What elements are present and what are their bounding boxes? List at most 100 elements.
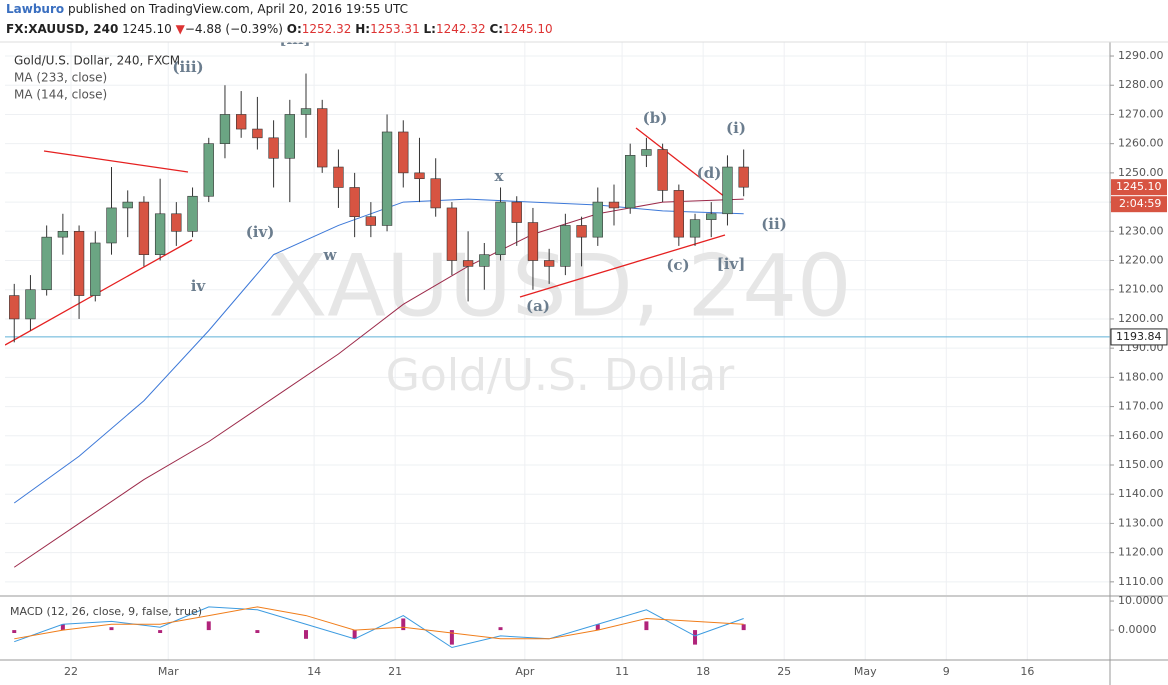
candle-body	[365, 216, 377, 226]
published-text: published on TradingView.com, April 20, …	[67, 2, 409, 16]
histogram-bar	[644, 621, 649, 631]
price-pane: XAUUSD, 240 Gold/U.S. Dollar (iii) [iii] (iv…	[5, 30, 1110, 595]
wave-label: (i)	[726, 119, 746, 137]
trendline	[43, 150, 189, 173]
candle-body	[738, 166, 749, 188]
candle-body	[706, 213, 717, 220]
candle-body	[317, 108, 328, 168]
histogram-bar	[352, 630, 357, 639]
wave-label: (a)	[526, 297, 550, 315]
candle-body	[106, 207, 117, 244]
candle-body	[138, 201, 150, 255]
candle-body	[414, 172, 425, 180]
x-tick-label: 16	[1020, 665, 1034, 678]
h-label: H:	[355, 22, 371, 36]
x-tick-label: Apr	[515, 665, 535, 678]
publisher[interactable]: Lawburo	[6, 2, 65, 16]
candle-body	[576, 225, 587, 238]
histogram-bar	[401, 618, 406, 631]
y-tick-label: 0.0000	[1118, 623, 1157, 636]
trendline	[519, 234, 726, 298]
histogram-bar	[158, 630, 163, 633]
candle-body	[90, 242, 101, 296]
candle-body	[641, 149, 652, 156]
candle-body	[9, 295, 20, 320]
x-tick-label: Mar	[158, 665, 179, 678]
symbol-line: FX:XAUUSD, 240 1245.10 ▼−4.88 (−0.39%) O…	[6, 22, 553, 36]
histogram-bar	[255, 630, 260, 633]
open: 1252.32	[301, 22, 352, 36]
candle-body	[57, 230, 69, 238]
low: 1242.32	[435, 22, 486, 36]
candle-body	[284, 114, 295, 159]
watermark: XAUUSD, 240	[268, 236, 851, 336]
histogram-bar	[449, 630, 454, 645]
legend-entry: MA (144, close)	[14, 88, 107, 102]
l-label: L:	[423, 22, 436, 36]
candle-body	[73, 230, 85, 296]
countdown-box	[1111, 196, 1167, 213]
y-tick-label: 1150.00	[1118, 458, 1164, 471]
y-tick-label: 1160.00	[1118, 429, 1164, 442]
y-tick-label: 1280.00	[1118, 78, 1164, 91]
wave-label: [iii]	[279, 30, 310, 48]
y-tick-label: 1260.00	[1118, 137, 1164, 150]
candle-body	[446, 207, 458, 261]
x-tick-label: 22	[64, 665, 78, 678]
candle-body	[527, 222, 539, 261]
publish-line: Lawburo published on TradingView.com, Ap…	[6, 2, 408, 16]
trendline	[635, 127, 726, 198]
candle-body	[252, 128, 263, 139]
wave-label: (iii)	[172, 58, 203, 76]
candle-body	[41, 236, 52, 291]
wave-label: (b)	[643, 109, 668, 127]
watermark-sub: Gold/U.S. Dollar	[386, 350, 735, 401]
y-tick-label: 1270.00	[1118, 107, 1164, 120]
x-tick-label: 21	[388, 665, 402, 678]
histogram-bar	[498, 627, 503, 631]
candle-body	[560, 225, 571, 267]
candle-body	[187, 195, 198, 232]
countdown: 2:04:59	[1119, 197, 1161, 210]
candle-body	[462, 260, 474, 267]
candle-body	[171, 213, 182, 232]
histogram-bar	[206, 621, 211, 631]
candle-body	[333, 166, 344, 188]
y-tick-label: 1200.00	[1118, 312, 1164, 325]
y-tick-label: 1120.00	[1118, 546, 1164, 559]
x-tick-label: May	[854, 665, 877, 678]
y-tick-label: 10.0000	[1118, 594, 1164, 607]
hline-label-box	[1110, 328, 1168, 346]
candle-body	[300, 108, 312, 115]
candle-body	[154, 213, 166, 255]
candle-body	[511, 201, 522, 223]
legend-entry: MA (233, close)	[14, 71, 107, 85]
candle-body	[625, 155, 636, 209]
candle-body	[592, 201, 603, 238]
macd-pane	[12, 597, 1028, 660]
candle-body	[430, 178, 441, 209]
hline-label: 1193.84	[1116, 330, 1162, 343]
y-tick-label: 1290.00	[1118, 49, 1164, 62]
candle-body	[219, 114, 231, 144]
candle-body	[381, 131, 393, 226]
last: 1245.10	[122, 22, 172, 36]
y-tick-label: 1220.00	[1118, 254, 1164, 267]
wave-label: (c)	[666, 256, 689, 274]
y-tick-label: 1110.00	[1118, 575, 1164, 588]
candle-body	[398, 131, 409, 174]
x-tick-label: 14	[307, 665, 321, 678]
histogram-bar	[109, 627, 114, 631]
candle-body	[657, 149, 668, 191]
x-tick-label: 18	[696, 665, 710, 678]
histogram-bar	[12, 630, 17, 633]
wave-label: iv	[191, 277, 207, 295]
line-series	[13, 198, 744, 568]
candle-body	[25, 289, 36, 320]
y-tick-label: 1130.00	[1118, 516, 1164, 529]
histogram-bar	[741, 624, 746, 631]
y-tick-label: 1170.00	[1118, 400, 1164, 413]
candle-body	[722, 166, 733, 215]
y-tick-label: 1180.00	[1118, 370, 1164, 383]
